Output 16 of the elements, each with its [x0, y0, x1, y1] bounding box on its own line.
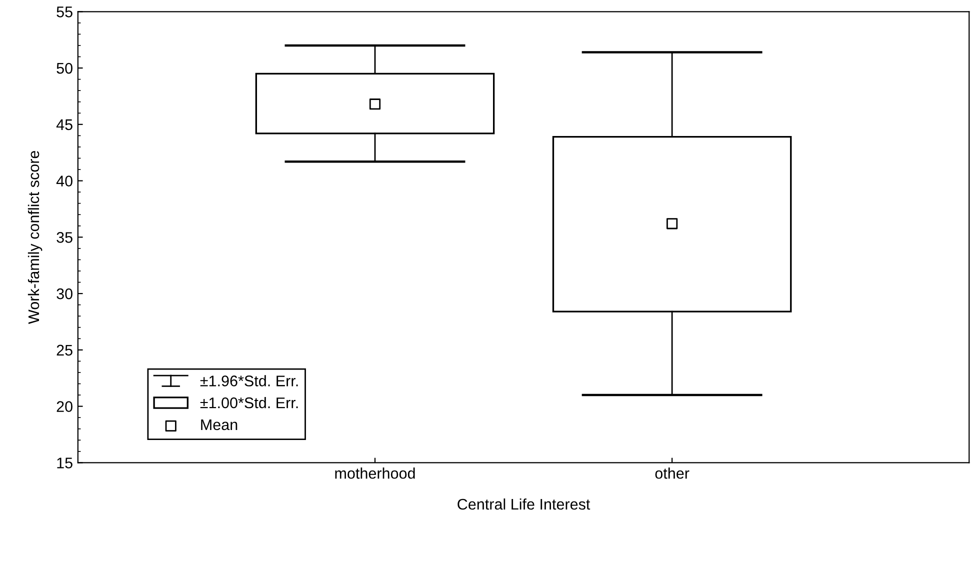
- y-tick-label: 40: [56, 176, 72, 186]
- x-tick-label: other: [655, 468, 690, 479]
- annotation: ±1.00*Std. Err.: [200, 397, 298, 408]
- y-tick-label: 50: [56, 62, 72, 74]
- x-tick-label: motherhood: [335, 468, 415, 479]
- y-tick-label: 45: [56, 119, 72, 130]
- x-axis-title: Central Life Interest: [458, 498, 590, 510]
- y-tick-label: 20: [56, 401, 72, 412]
- y-tick-label: 15: [57, 458, 72, 468]
- y-tick-label: 25: [56, 344, 72, 356]
- y-tick-label: 30: [56, 288, 72, 300]
- y-axis-title: Work-family conflict score: [28, 150, 42, 324]
- y-tick-label: 55: [56, 6, 72, 18]
- annotation: ±1.96*Std. Err.: [200, 375, 298, 386]
- annotation: Mean: [201, 419, 238, 430]
- y-tick-label: 35: [56, 232, 72, 243]
